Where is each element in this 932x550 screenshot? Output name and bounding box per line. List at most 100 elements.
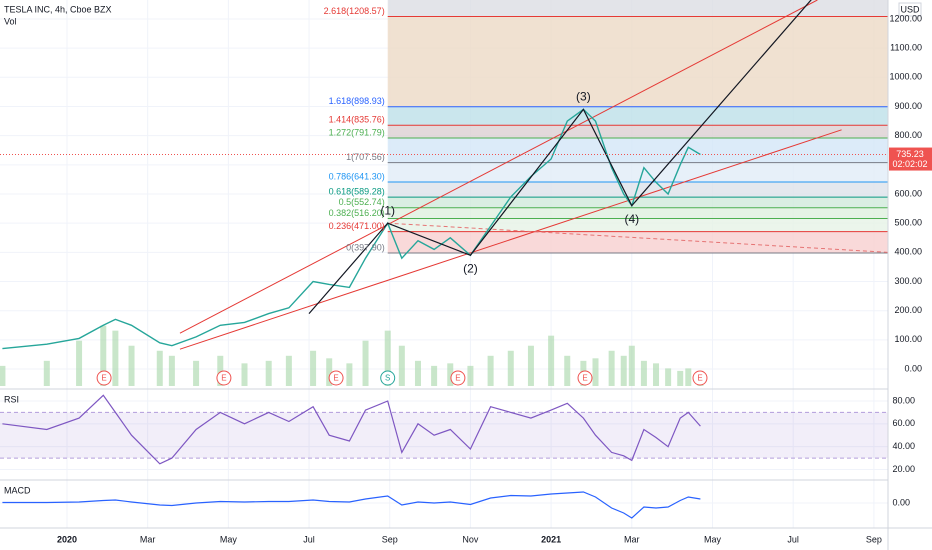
fib-label: 1.618(898.93) xyxy=(329,96,385,106)
y-tick-label: 400.00 xyxy=(894,247,922,257)
volume-bar xyxy=(640,360,647,386)
volume-bar xyxy=(564,355,571,386)
fib-top-band xyxy=(387,0,888,17)
rsi-tick-label: 80.00 xyxy=(892,395,915,405)
volume-bar xyxy=(0,365,6,386)
fib-band xyxy=(387,138,888,163)
wave-label: (4) xyxy=(624,212,639,226)
fib-label: 1.272(791.79) xyxy=(329,127,385,137)
x-tick-label: 2021 xyxy=(541,534,561,544)
rsi-band xyxy=(0,412,888,459)
event-icon xyxy=(96,370,112,386)
currency-box[interactable] xyxy=(898,2,922,17)
y-tick-label: 900.00 xyxy=(894,101,922,111)
macd-title: MACD xyxy=(4,485,31,495)
symbol-title: TESLA INC, 4h, Cboe BZX xyxy=(4,4,112,14)
volume-bar xyxy=(217,355,224,386)
fib-label: 0.786(641.30) xyxy=(329,171,385,181)
volume-bar xyxy=(548,335,555,386)
fib-label: 2.618(1208.57) xyxy=(324,6,385,16)
volume-bar xyxy=(527,345,534,386)
fib-band xyxy=(387,125,888,139)
x-tick-label: Sep xyxy=(866,534,882,544)
volume-bar xyxy=(168,355,175,386)
fib-band xyxy=(387,106,888,126)
x-tick-label: May xyxy=(220,534,238,544)
fib-band xyxy=(387,162,888,182)
y-tick-label: 100.00 xyxy=(894,334,922,344)
y-tick-label: 200.00 xyxy=(894,305,922,315)
y-tick-label: 0.00 xyxy=(904,363,922,373)
fib-label: 0.382(516.20) xyxy=(329,208,385,218)
volume-bar xyxy=(414,360,421,386)
fib-label: 0.5(552.74) xyxy=(339,197,385,207)
plot-layer xyxy=(0,0,889,528)
volume-bar xyxy=(265,360,272,386)
rsi-tick-label: 20.00 xyxy=(892,464,915,474)
volume-bar xyxy=(592,358,599,386)
volume-bar xyxy=(608,350,615,386)
y-tick-label: 1200.00 xyxy=(889,13,922,23)
last-price: 735.23 xyxy=(896,149,924,159)
volume-bar xyxy=(156,350,163,386)
last-price-box xyxy=(889,147,932,171)
x-tick-label: May xyxy=(704,534,722,544)
volume-bar xyxy=(285,355,292,386)
price-line xyxy=(2,108,701,350)
volume-bar xyxy=(620,355,627,386)
volume-bar xyxy=(677,370,684,386)
volume-bar xyxy=(241,363,248,386)
y-tick-label: 500.00 xyxy=(894,218,922,228)
fib-band xyxy=(387,231,888,253)
x-tick-label: Mar xyxy=(140,534,156,544)
volume-bar xyxy=(76,340,83,386)
volume-bar xyxy=(326,358,333,386)
fib-band xyxy=(387,181,888,198)
fib-band xyxy=(387,207,888,219)
macd-tick-label: 0.00 xyxy=(892,497,910,507)
rsi-title: RSI xyxy=(4,394,19,404)
event-icon xyxy=(577,370,593,386)
volume-bar xyxy=(447,363,454,386)
fib-label: 0.236(471.00) xyxy=(329,221,385,231)
rsi-tick-label: 40.00 xyxy=(892,441,915,451)
fib-band xyxy=(387,197,888,208)
y-tick-label: 600.00 xyxy=(894,188,922,198)
rsi-line xyxy=(2,394,701,465)
volume-bar xyxy=(398,345,405,386)
fib-band xyxy=(387,218,888,232)
trend-line xyxy=(179,0,818,334)
event-label: E xyxy=(582,374,587,383)
x-tick-label: Jul xyxy=(303,534,315,544)
x-tick-label: 2020 xyxy=(57,534,77,544)
volume-bar xyxy=(628,345,635,386)
x-tick-label: Sep xyxy=(382,534,398,544)
fib-label: 0(397.90) xyxy=(346,242,385,252)
event-label: S xyxy=(385,374,390,383)
fib-label: 1.414(835.76) xyxy=(329,115,385,125)
trend-line xyxy=(179,129,842,350)
x-tick-label: Nov xyxy=(462,534,479,544)
wave-label: (2) xyxy=(463,261,478,275)
y-tick-label: 1100.00 xyxy=(890,43,922,53)
x-tick-label: Mar xyxy=(624,534,640,544)
volume-bar xyxy=(43,360,50,386)
volume-bar xyxy=(665,368,672,386)
volume-bar xyxy=(384,330,391,386)
fib-label: 1(707.56) xyxy=(346,152,385,162)
y-tick-label: 800.00 xyxy=(894,130,922,140)
volume-bar xyxy=(346,363,353,386)
event-label: E xyxy=(455,374,460,383)
volume-bar xyxy=(487,355,494,386)
event-label: E xyxy=(333,374,338,383)
y-tick-label: 300.00 xyxy=(894,276,922,286)
countdown: 02:02:02 xyxy=(892,159,927,169)
volume-title: Vol xyxy=(4,16,17,26)
volume-bar xyxy=(310,350,317,386)
x-tick-label: Jul xyxy=(787,534,799,544)
fib-label: 0.618(589.28) xyxy=(329,187,385,197)
volume-bar xyxy=(128,345,135,386)
volume-bar xyxy=(100,325,107,386)
volume-bar xyxy=(653,363,660,386)
